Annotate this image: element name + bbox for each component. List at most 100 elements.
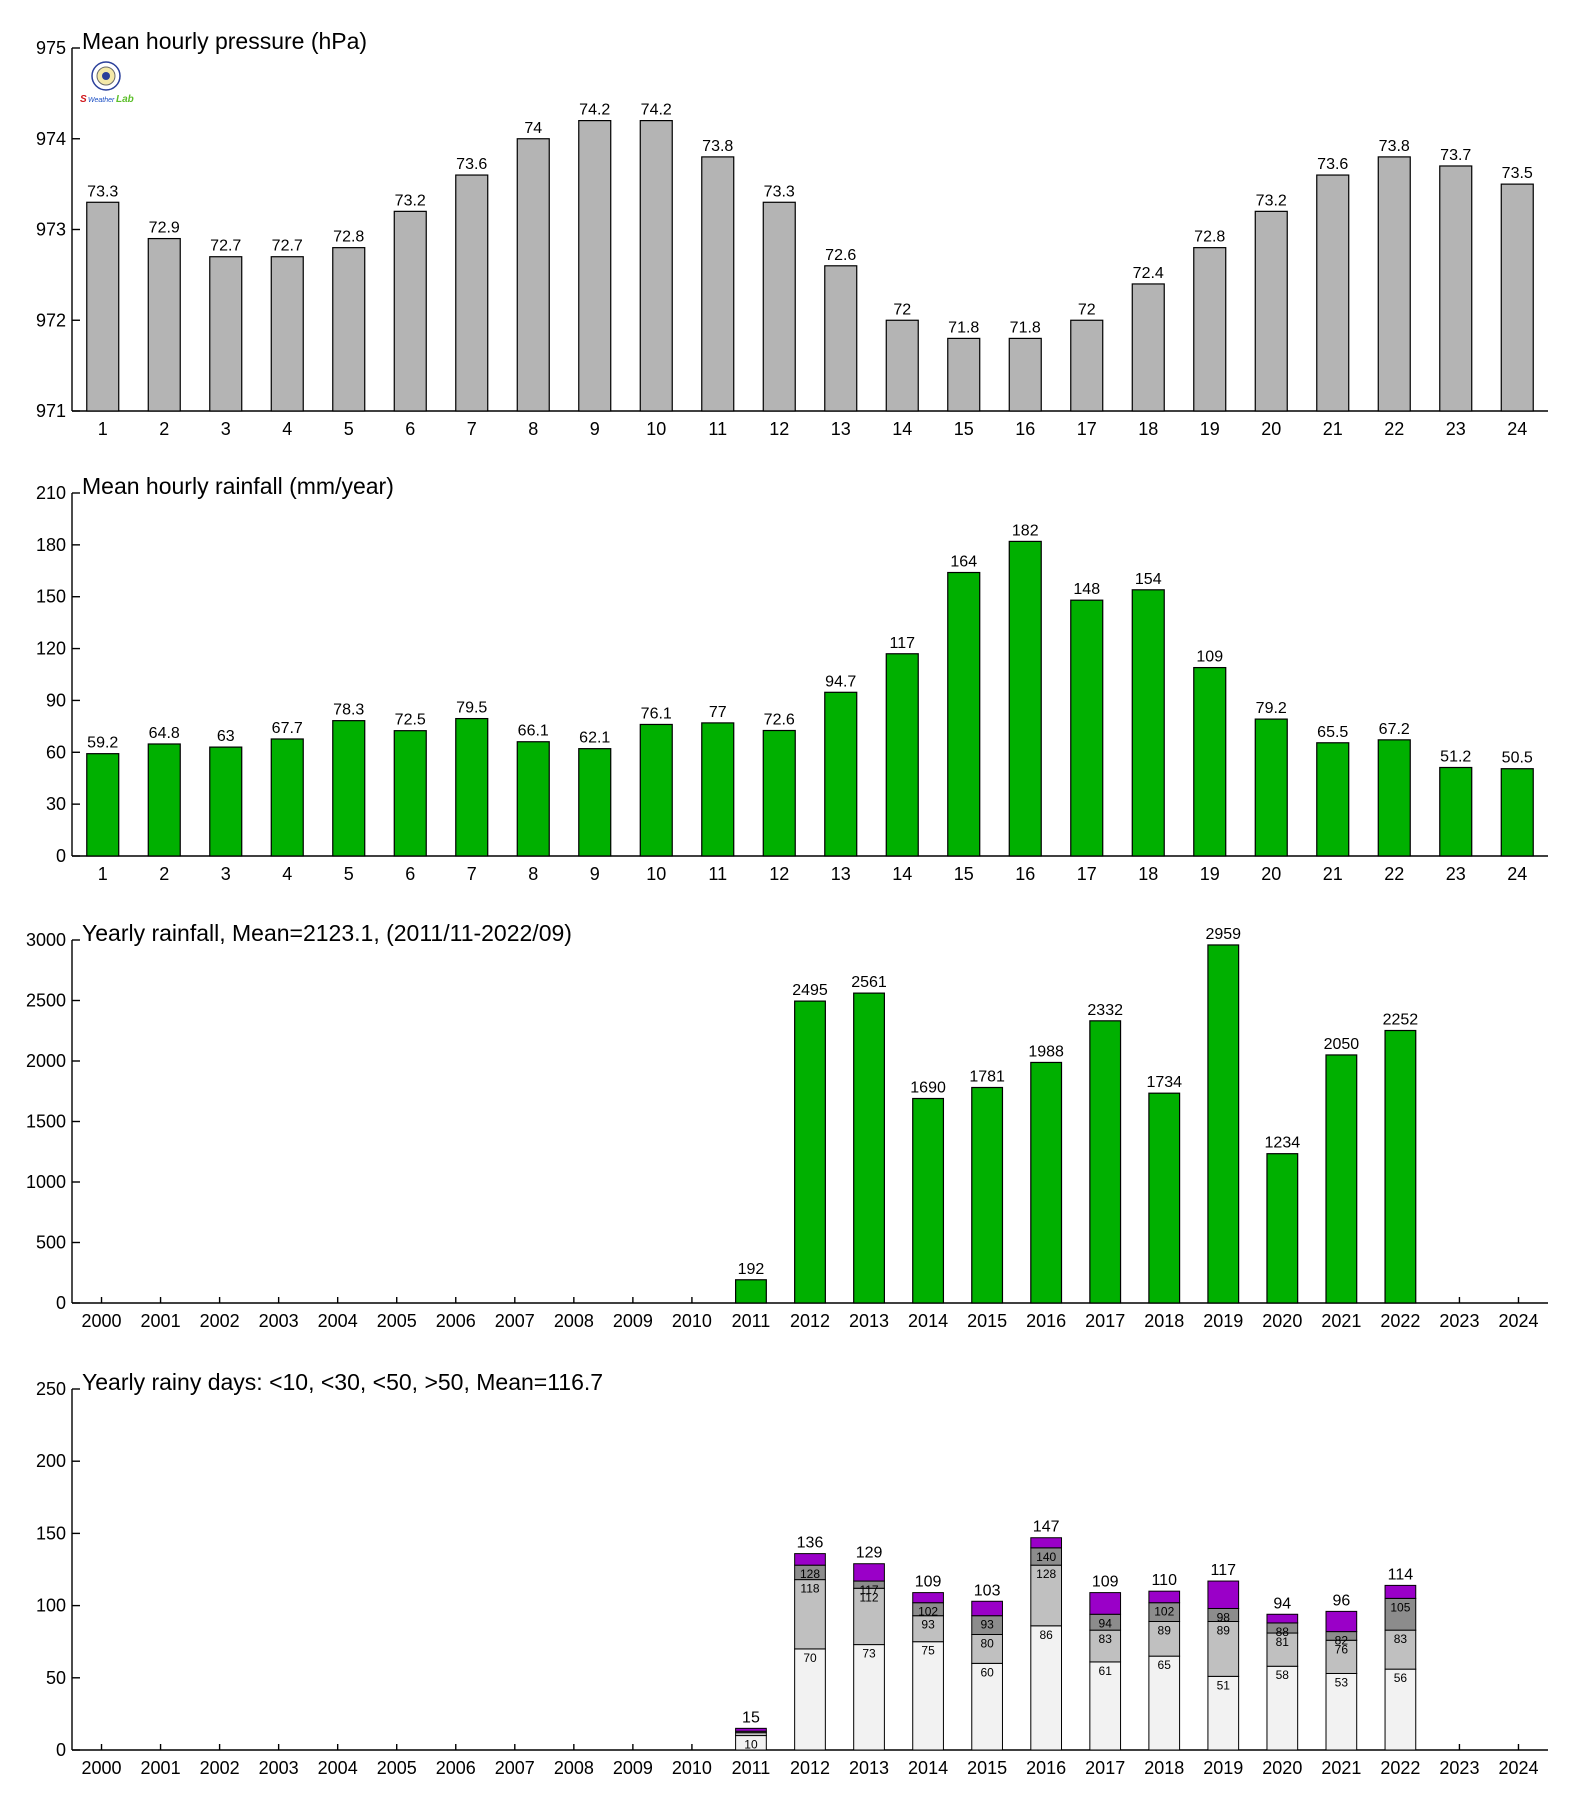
data-label: 50.5 <box>1502 750 1533 767</box>
data-label: 71.8 <box>948 319 979 336</box>
y-tick-label: 0 <box>56 1293 66 1313</box>
y-tick-label: 971 <box>36 401 66 421</box>
y-tick-label: 974 <box>36 129 66 149</box>
chart-panel-1: Mean hourly pressure (hPa)97197297397497… <box>36 28 1548 439</box>
x-tick-label: 2008 <box>554 1758 594 1778</box>
segment-label: 75 <box>921 1644 935 1658</box>
x-tick-label: 24 <box>1507 864 1527 884</box>
segment-label: 117 <box>859 1583 878 1597</box>
segment-label: 140 <box>1036 1550 1056 1564</box>
data-label: 73.6 <box>1317 156 1348 173</box>
data-label: 192 <box>738 1261 765 1278</box>
bar <box>1439 165 1473 412</box>
segment-label: 53 <box>1335 1675 1349 1689</box>
data-label: 109 <box>1196 649 1223 666</box>
chart-panel-2: Mean hourly rainfall (mm/year)0306090120… <box>36 473 1548 884</box>
x-tick-label: 2011 <box>732 1311 771 1331</box>
x-tick-label: 2018 <box>1144 1758 1184 1778</box>
x-tick-label: 15 <box>954 864 974 884</box>
bar <box>701 156 735 412</box>
bar <box>578 119 612 412</box>
x-tick-label: 6 <box>405 864 415 884</box>
x-tick-label: 15 <box>954 419 974 439</box>
x-tick-label: 2018 <box>1144 1311 1184 1331</box>
x-tick-label: 18 <box>1138 864 1158 884</box>
bar <box>794 1000 826 1304</box>
data-label: 1690 <box>910 1080 946 1097</box>
bar <box>393 210 427 412</box>
x-tick-label: 2013 <box>849 1758 889 1778</box>
data-label: 164 <box>950 554 977 571</box>
data-label: 117 <box>889 635 915 652</box>
bar <box>1254 210 1288 412</box>
bar <box>1148 1092 1181 1304</box>
data-label: 72.6 <box>825 247 856 264</box>
x-tick-label: 2019 <box>1203 1311 1243 1331</box>
y-tick-label: 120 <box>36 639 66 659</box>
stack-segment <box>971 1633 1003 1664</box>
bar <box>639 723 673 857</box>
segment-label: 83 <box>1394 1632 1408 1646</box>
x-tick-label: 2003 <box>259 1758 299 1778</box>
data-label: 1734 <box>1146 1074 1182 1091</box>
x-tick-label: 1 <box>98 419 108 439</box>
chart-panel-3: Yearly rainfall, Mean=2123.1, (2011/11-2… <box>26 920 1548 1331</box>
x-tick-label: 12 <box>769 419 789 439</box>
data-label: 74 <box>524 120 542 137</box>
bar <box>86 753 120 857</box>
bar <box>516 138 550 412</box>
segment-label: 128 <box>800 1567 820 1581</box>
x-tick-label: 2010 <box>672 1758 712 1778</box>
bar <box>1500 768 1534 857</box>
x-tick-label: 19 <box>1200 419 1220 439</box>
x-tick-label: 2021 <box>1321 1758 1361 1778</box>
data-label: 2050 <box>1324 1036 1360 1053</box>
x-tick-label: 2002 <box>200 1311 240 1331</box>
x-tick-label: 11 <box>708 864 727 884</box>
y-tick-label: 210 <box>36 483 66 503</box>
y-tick-label: 150 <box>36 1523 66 1543</box>
bar <box>1008 540 1042 857</box>
y-tick-label: 180 <box>36 535 66 555</box>
x-tick-label: 7 <box>467 419 477 439</box>
x-tick-label: 2020 <box>1262 1311 1302 1331</box>
bar <box>1008 337 1042 412</box>
segment-label: 102 <box>918 1605 938 1619</box>
x-tick-label: 2014 <box>908 1758 948 1778</box>
x-tick-label: 13 <box>831 864 851 884</box>
data-label: 2332 <box>1087 1002 1123 1019</box>
x-tick-label: 22 <box>1384 419 1404 439</box>
segment-label: 60 <box>980 1665 994 1679</box>
bar <box>885 319 919 412</box>
x-tick-label: 14 <box>892 419 912 439</box>
data-label: 72.9 <box>149 220 180 237</box>
x-tick-label: 2020 <box>1262 1758 1302 1778</box>
segment-label: 93 <box>921 1618 935 1632</box>
stack-segment <box>794 1648 826 1751</box>
bar <box>332 720 366 857</box>
x-tick-label: 5 <box>344 864 354 884</box>
bar <box>516 741 550 857</box>
bar <box>1030 1061 1063 1304</box>
x-tick-label: 2014 <box>908 1311 948 1331</box>
data-label: 72.8 <box>333 229 364 246</box>
bar <box>270 738 304 857</box>
x-tick-label: 2013 <box>849 1311 889 1331</box>
segment-label: 82 <box>1335 1634 1349 1648</box>
stack-segment <box>1325 1639 1358 1674</box>
segment-label: 83 <box>1099 1632 1113 1646</box>
x-tick-label: 22 <box>1384 864 1404 884</box>
segment-label: 56 <box>1394 1671 1408 1685</box>
data-label: 64.8 <box>149 725 180 742</box>
y-tick-label: 3000 <box>26 930 66 950</box>
x-tick-label: 2004 <box>318 1311 358 1331</box>
data-label: 2495 <box>792 982 828 999</box>
bar <box>455 717 489 857</box>
bar <box>639 119 673 412</box>
bar <box>1384 1029 1417 1304</box>
y-tick-label: 2000 <box>26 1051 66 1071</box>
data-label: 2561 <box>851 974 887 991</box>
data-label: 67.2 <box>1379 721 1410 738</box>
y-tick-label: 90 <box>46 690 66 710</box>
data-label: 73.8 <box>702 138 733 155</box>
